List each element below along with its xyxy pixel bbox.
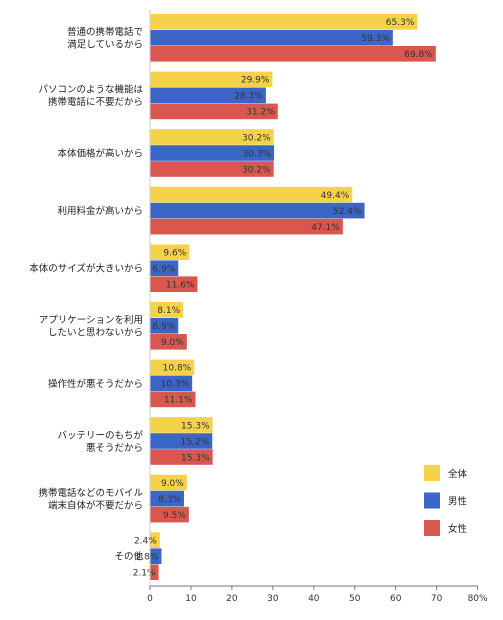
- value-label: 30.2%: [242, 133, 271, 143]
- x-tick-label: 30: [267, 594, 279, 604]
- bar-女性-8: [150, 506, 189, 523]
- value-label: 65.3%: [386, 18, 415, 28]
- x-tick-label: 40: [308, 594, 320, 604]
- bar-全体-8: [150, 474, 187, 491]
- value-label: 29.9%: [241, 76, 270, 86]
- bar-女性-2: [150, 161, 274, 177]
- value-label: 59.3%: [361, 34, 390, 44]
- x-tick-label: 60: [390, 594, 402, 604]
- value-label: 15.3%: [181, 453, 210, 463]
- value-label: 10.8%: [163, 364, 192, 374]
- value-label: 69.8%: [404, 50, 433, 60]
- value-label: 9.5%: [163, 511, 186, 521]
- value-label: 47.1%: [311, 223, 340, 233]
- x-tick-label: 20: [226, 594, 238, 604]
- bar-男性-4: [150, 260, 179, 276]
- value-label: 52.4%: [333, 207, 362, 217]
- category-label: 満足しているから: [67, 40, 143, 51]
- bar-女性-9: [150, 564, 159, 580]
- bar-女性-3: [150, 218, 343, 235]
- bar-全体-5: [150, 302, 184, 318]
- category-label: 利用料金が高いから: [57, 205, 143, 217]
- bar-全体-4: [150, 244, 190, 260]
- bar-女性-0: [150, 46, 436, 62]
- category-label: したいと思わないから: [48, 328, 143, 339]
- category-label: 本体のサイズが大きいから: [29, 263, 143, 275]
- bar-全体-0: [150, 14, 418, 30]
- legend-label: 全体: [448, 468, 468, 480]
- bar-男性-7: [150, 433, 213, 449]
- x-tick-label: 50: [349, 594, 361, 604]
- value-label: 15.3%: [181, 421, 210, 431]
- value-label: 11.6%: [166, 281, 195, 291]
- bar-男性-5: [150, 318, 179, 334]
- bar-女性-1: [150, 103, 278, 120]
- value-label: 10.3%: [161, 380, 190, 390]
- bars-layer: [150, 14, 436, 580]
- value-label: 11.1%: [164, 396, 193, 406]
- value-label: 6.9%: [152, 265, 175, 275]
- value-label: 8.3%: [158, 495, 181, 505]
- bar-女性-5: [150, 334, 187, 350]
- bar-男性-3: [150, 202, 365, 219]
- value-label: 2.4%: [134, 537, 157, 547]
- value-label: 9.0%: [161, 338, 184, 348]
- value-label: 6.9%: [152, 322, 175, 332]
- category-label: バッテリーのもちが: [57, 429, 143, 441]
- bar-全体-7: [150, 417, 213, 433]
- bar-全体-2: [150, 129, 274, 145]
- bar-女性-6: [150, 391, 196, 408]
- x-axis: 0 10 20 30 40 50 60 70 80%: [147, 10, 488, 604]
- bar-女性-7: [150, 449, 213, 465]
- x-tick-label: 80%: [468, 594, 488, 604]
- legend-swatch: [424, 520, 440, 536]
- bar-全体-6: [150, 359, 195, 376]
- value-label: 49.4%: [321, 191, 350, 201]
- bar-男性-2: [150, 145, 275, 161]
- legend-swatch: [424, 492, 440, 509]
- x-tick-label: 0: [147, 594, 153, 604]
- bar-男性-8: [150, 490, 184, 507]
- category-label: アプリケーションを利用: [39, 314, 143, 326]
- x-tick-label: 10: [185, 594, 197, 604]
- bar-全体-3: [150, 186, 353, 203]
- value-label: 9.6%: [163, 249, 186, 259]
- value-label: 30.2%: [242, 165, 271, 175]
- bar-男性-1: [150, 87, 266, 104]
- legend-label: 女性: [448, 523, 468, 535]
- category-label: その他: [114, 551, 143, 563]
- value-label: 2.1%: [133, 569, 156, 579]
- category-label: 普通の携帯電話で: [67, 26, 143, 38]
- value-label: 8.1%: [157, 306, 180, 316]
- category-label: 携帯電話に不要だから: [48, 96, 143, 108]
- category-label: 携帯電話などのモバイル: [38, 487, 143, 499]
- bar-女性-4: [150, 276, 198, 292]
- value-label: 28.3%: [234, 92, 263, 102]
- legend-swatch: [424, 465, 440, 481]
- value-label: 9.0%: [161, 479, 184, 489]
- value-label: 15.2%: [181, 437, 210, 447]
- value-label: 30.3%: [242, 149, 271, 159]
- category-label: パソコンのような機能は: [38, 84, 143, 96]
- category-label: 端末自体が不要だから: [48, 499, 143, 511]
- category-label: 操作性が悪そうだから: [48, 378, 143, 390]
- value-label: 31.2%: [246, 108, 275, 118]
- value-label: 2.8%: [136, 553, 159, 563]
- bar-男性-9: [150, 548, 162, 564]
- bar-全体-1: [150, 71, 273, 88]
- legend-label: 男性: [448, 496, 468, 508]
- category-label: 悪そうだから: [86, 443, 143, 454]
- category-label: 本体価格が高いから: [57, 148, 143, 160]
- bar-男性-0: [150, 30, 393, 46]
- x-tick-label: 70: [431, 594, 443, 604]
- bar-男性-6: [150, 375, 193, 392]
- bar-全体-9: [150, 532, 160, 548]
